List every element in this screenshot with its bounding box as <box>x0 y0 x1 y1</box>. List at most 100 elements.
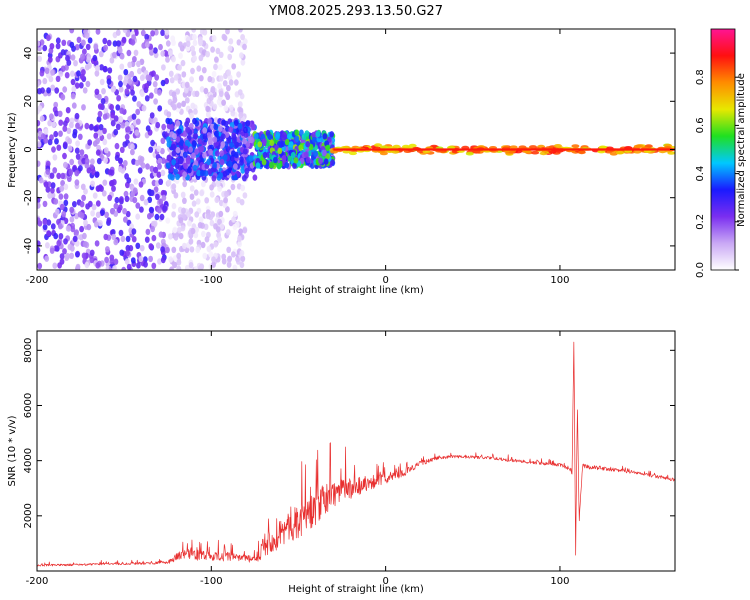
spectrogram-cell <box>214 56 219 63</box>
spectrogram-cell <box>150 30 156 37</box>
spectrogram-cell <box>112 40 118 47</box>
spectrogram-cell <box>99 64 104 71</box>
spectrogram-cell <box>529 145 537 149</box>
spectrogram-cell <box>172 133 177 140</box>
snr-chart: -200 -100 0 100 2000 4000 6000 8000 Height of … <box>7 330 676 595</box>
spectrogram-cell <box>255 162 261 169</box>
spectrogram-cell <box>182 180 188 188</box>
spectrogram-cell <box>82 48 87 55</box>
spectrogram-cell <box>80 183 86 190</box>
spectrogram-cell <box>134 129 140 136</box>
spectrogram-cell <box>195 198 201 205</box>
spectrogram-cell <box>192 33 197 41</box>
spectrogram-cell <box>301 133 307 141</box>
spectrogram-cell <box>262 138 267 145</box>
snr-x-ticks: -200 -100 0 100 <box>26 331 569 587</box>
spectrogram-cell <box>46 87 51 94</box>
spectrogram-cell <box>37 196 41 204</box>
spectrogram-cell <box>58 193 64 200</box>
spectrogram-cell <box>50 223 56 230</box>
spectrogram-cell <box>198 54 204 62</box>
spectrogram-cell <box>245 120 251 127</box>
spectrogram-cell <box>64 254 70 261</box>
spectrogram-cell <box>63 183 69 190</box>
spectrogram-cell <box>137 67 142 75</box>
spectrogram-cell <box>118 80 123 88</box>
spectrogram-cell <box>110 111 115 119</box>
spectrogram-cell <box>44 255 50 262</box>
spectrogram-cell <box>226 69 232 77</box>
spectrogram-cell <box>178 52 183 59</box>
spectrogram-cell <box>126 263 132 270</box>
spectrogram-cell <box>269 162 274 169</box>
spectrogram-cell <box>231 216 237 223</box>
spectrogram-cell <box>148 255 154 263</box>
spectrogram-cell <box>182 171 188 178</box>
spectrogram-cell <box>472 150 481 154</box>
snr-y-ticks: 2000 4000 6000 8000 <box>23 338 675 529</box>
spectrogram-cell <box>98 50 104 58</box>
spectrogram-cell <box>124 133 130 141</box>
spectrogram-cell <box>193 189 199 196</box>
spectrogram-cell <box>115 123 121 130</box>
spectrogram-cell <box>139 74 145 82</box>
spectrogram-cell <box>136 60 141 68</box>
spectrogram-cell <box>67 145 73 152</box>
spectrogram-cell <box>132 56 137 63</box>
spectrogram-cell <box>66 225 72 232</box>
spectrogram-cell <box>153 47 158 54</box>
spectrogram-cell <box>42 77 48 85</box>
spectrogram-cell <box>313 150 318 157</box>
spectrogram-cell <box>135 213 141 220</box>
spectrogram-cell <box>62 141 68 148</box>
spectrogram-cell <box>233 119 239 127</box>
spectrogram-cell <box>148 146 154 153</box>
spectrogram-cell <box>227 53 233 61</box>
spectrogram-cell <box>210 86 216 93</box>
spectrogram-cell <box>151 70 156 77</box>
spectrogram-cell <box>243 148 248 155</box>
spectrogram-y-tick-label: -40 <box>23 238 34 254</box>
spectrogram-cell <box>189 246 195 253</box>
spectrogram-cell <box>45 160 51 168</box>
spectrogram-cell <box>144 236 150 243</box>
spectrogram-cell <box>58 233 64 240</box>
spectrogram-cell <box>113 129 119 136</box>
spectrogram-cell <box>221 99 227 106</box>
spectrogram-cell <box>158 178 164 185</box>
spectrogram-cell <box>102 65 108 73</box>
spectrogram-cell <box>37 88 42 95</box>
spectrogram-cell <box>104 211 109 218</box>
spectrogram-cell <box>239 250 245 257</box>
spectrogram-cell <box>232 210 238 218</box>
spectrogram-cell <box>113 258 119 265</box>
spectrogram-cell <box>187 167 192 174</box>
spectrogram-cell <box>103 44 108 52</box>
spectrogram-cell <box>55 75 61 83</box>
spectrogram-cell <box>192 164 198 172</box>
spectrogram-cell <box>89 123 94 131</box>
spectrogram-cell <box>59 203 65 211</box>
spectrogram-cell <box>63 161 68 169</box>
spectrogram-cell <box>37 202 41 209</box>
spectrogram-cell <box>75 263 81 270</box>
spectrogram-cell <box>237 89 243 96</box>
spectrogram-cell <box>159 213 165 221</box>
spectrogram-cell <box>165 56 170 63</box>
spectrogram-cell <box>155 193 160 200</box>
spectrogram-cell <box>119 249 125 256</box>
spectrogram-cell <box>168 256 174 263</box>
spectrogram-cell <box>228 79 234 86</box>
spectrogram-cell <box>70 54 76 61</box>
spectrogram-cell <box>203 170 209 177</box>
spectrogram-cell <box>83 188 88 195</box>
spectrogram-cell <box>82 241 88 248</box>
spectrogram-cell <box>95 200 101 207</box>
spectrogram-cell <box>47 192 53 199</box>
spectrogram-cell <box>186 211 191 218</box>
spectrogram-cell <box>217 82 223 90</box>
spectrogram-cell <box>46 230 51 237</box>
spectrogram-cell <box>465 151 474 156</box>
spectrogram-cell <box>164 29 170 36</box>
spectrogram-cell <box>97 93 102 101</box>
